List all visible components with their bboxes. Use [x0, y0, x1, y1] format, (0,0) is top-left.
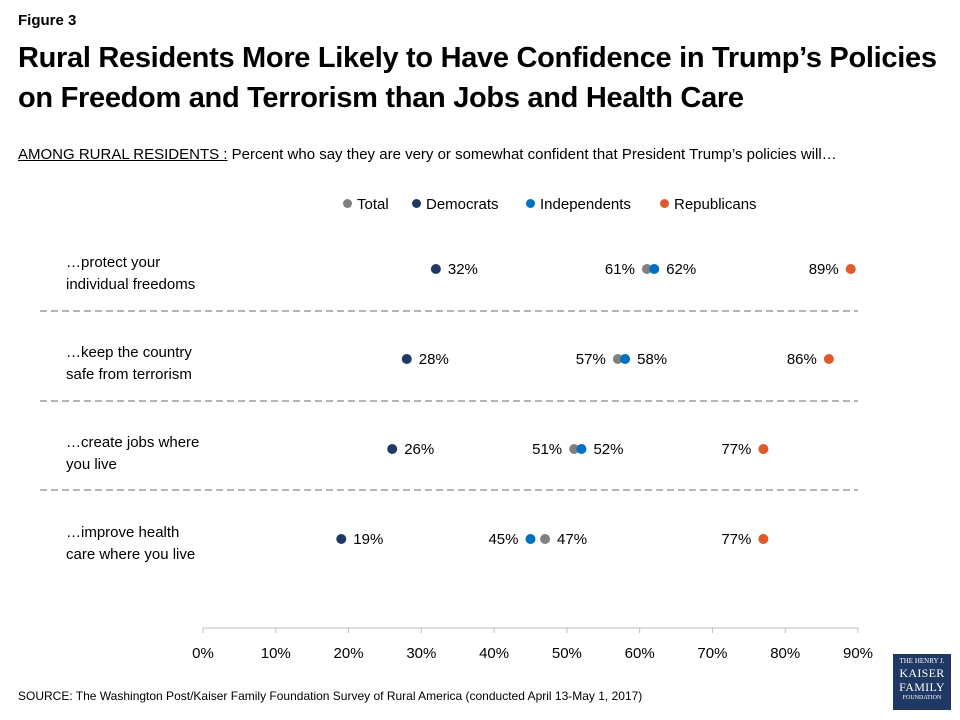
- data-label-republicans: 77%: [721, 531, 751, 548]
- data-label-republicans: 77%: [721, 441, 751, 458]
- legend-item-independents: Independents: [526, 196, 631, 213]
- x-tick-label: 80%: [770, 645, 800, 662]
- category-label: …create jobs where: [66, 434, 199, 451]
- x-tick-label: 90%: [843, 645, 873, 662]
- data-label-republicans: 86%: [787, 351, 817, 368]
- data-point-republicans: [758, 444, 769, 454]
- data-point-total: [612, 354, 623, 364]
- data-point-democrats: [387, 444, 398, 454]
- subtitle-lead: AMONG RURAL RESIDENTS :: [18, 146, 228, 163]
- category-label: …keep the country: [66, 344, 192, 361]
- data-label-total: 51%: [532, 441, 562, 458]
- data-label-democrats: 32%: [448, 261, 478, 278]
- data-point-republicans: [758, 534, 769, 544]
- data-label-independents: 62%: [666, 261, 696, 278]
- x-tick-label: 60%: [625, 645, 655, 662]
- data-point-independents: [620, 354, 631, 364]
- category-label: …protect your: [66, 254, 160, 271]
- kff-logo: THE HENRY J. KAISER FAMILY FOUNDATION: [893, 654, 951, 710]
- category-label: you live: [66, 456, 117, 473]
- data-label-total: 61%: [605, 261, 635, 278]
- legend-independents-label: Independents: [540, 196, 631, 213]
- data-point-independents: [576, 444, 587, 454]
- data-point-democrats: [430, 264, 441, 274]
- data-label-independents: 58%: [637, 351, 667, 368]
- category-label: individual freedoms: [66, 276, 195, 293]
- legend-independents-dot-icon: [526, 199, 535, 208]
- data-point-total: [540, 534, 551, 544]
- data-point-democrats: [336, 534, 347, 544]
- logo-line-2: KAISER: [899, 666, 945, 680]
- x-tick-label: 0%: [192, 645, 214, 662]
- source-note: SOURCE: The Washington Post/Kaiser Famil…: [18, 689, 643, 703]
- x-tick-label: 20%: [334, 645, 364, 662]
- subtitle-text: Percent who say they are very or somewha…: [227, 146, 837, 163]
- x-tick-label: 40%: [479, 645, 509, 662]
- data-point-independents: [525, 534, 536, 544]
- data-label-total: 47%: [557, 531, 587, 548]
- data-point-democrats: [401, 354, 412, 364]
- data-label-independents: 52%: [593, 441, 623, 458]
- x-tick-label: 50%: [552, 645, 582, 662]
- data-label-total: 57%: [576, 351, 606, 368]
- data-point-independents: [649, 264, 660, 274]
- legend-republicans-dot-icon: [660, 199, 669, 208]
- data-label-republicans: 89%: [809, 261, 839, 278]
- legend-item-democrats: Democrats: [412, 196, 499, 213]
- legend-democrats-dot-icon: [412, 199, 421, 208]
- data-label-independents: 45%: [488, 531, 518, 548]
- data-point-total: [569, 444, 580, 454]
- chart-subtitle: AMONG RURAL RESIDENTS : Percent who say …: [18, 146, 837, 163]
- category-label: care where you live: [66, 546, 195, 563]
- logo-line-4: FOUNDATION: [902, 695, 942, 701]
- legend-item-total: Total: [343, 196, 389, 213]
- x-tick-label: 10%: [261, 645, 291, 662]
- data-point-total: [641, 264, 652, 274]
- x-tick-label: 30%: [406, 645, 436, 662]
- data-label-democrats: 26%: [404, 441, 434, 458]
- data-point-republicans: [823, 354, 834, 364]
- data-point-republicans: [845, 264, 856, 274]
- legend-total-dot-icon: [343, 199, 352, 208]
- category-label: …improve health: [66, 524, 179, 541]
- figure-label: Figure 3: [18, 12, 77, 29]
- chart-legend: Total Democrats Independents Republicans: [0, 196, 960, 216]
- legend-item-republicans: Republicans: [660, 196, 757, 213]
- x-tick-label: 70%: [697, 645, 727, 662]
- legend-republicans-label: Republicans: [674, 196, 757, 213]
- data-label-democrats: 28%: [419, 351, 449, 368]
- logo-line-1: THE HENRY J.: [899, 657, 945, 665]
- legend-total-label: Total: [357, 196, 389, 213]
- logo-line-3: FAMILY: [899, 680, 945, 694]
- page-title: Rural Residents More Likely to Have Conf…: [18, 42, 937, 114]
- category-label: safe from terrorism: [66, 366, 192, 383]
- data-label-democrats: 19%: [353, 531, 383, 548]
- legend-democrats-label: Democrats: [426, 196, 499, 213]
